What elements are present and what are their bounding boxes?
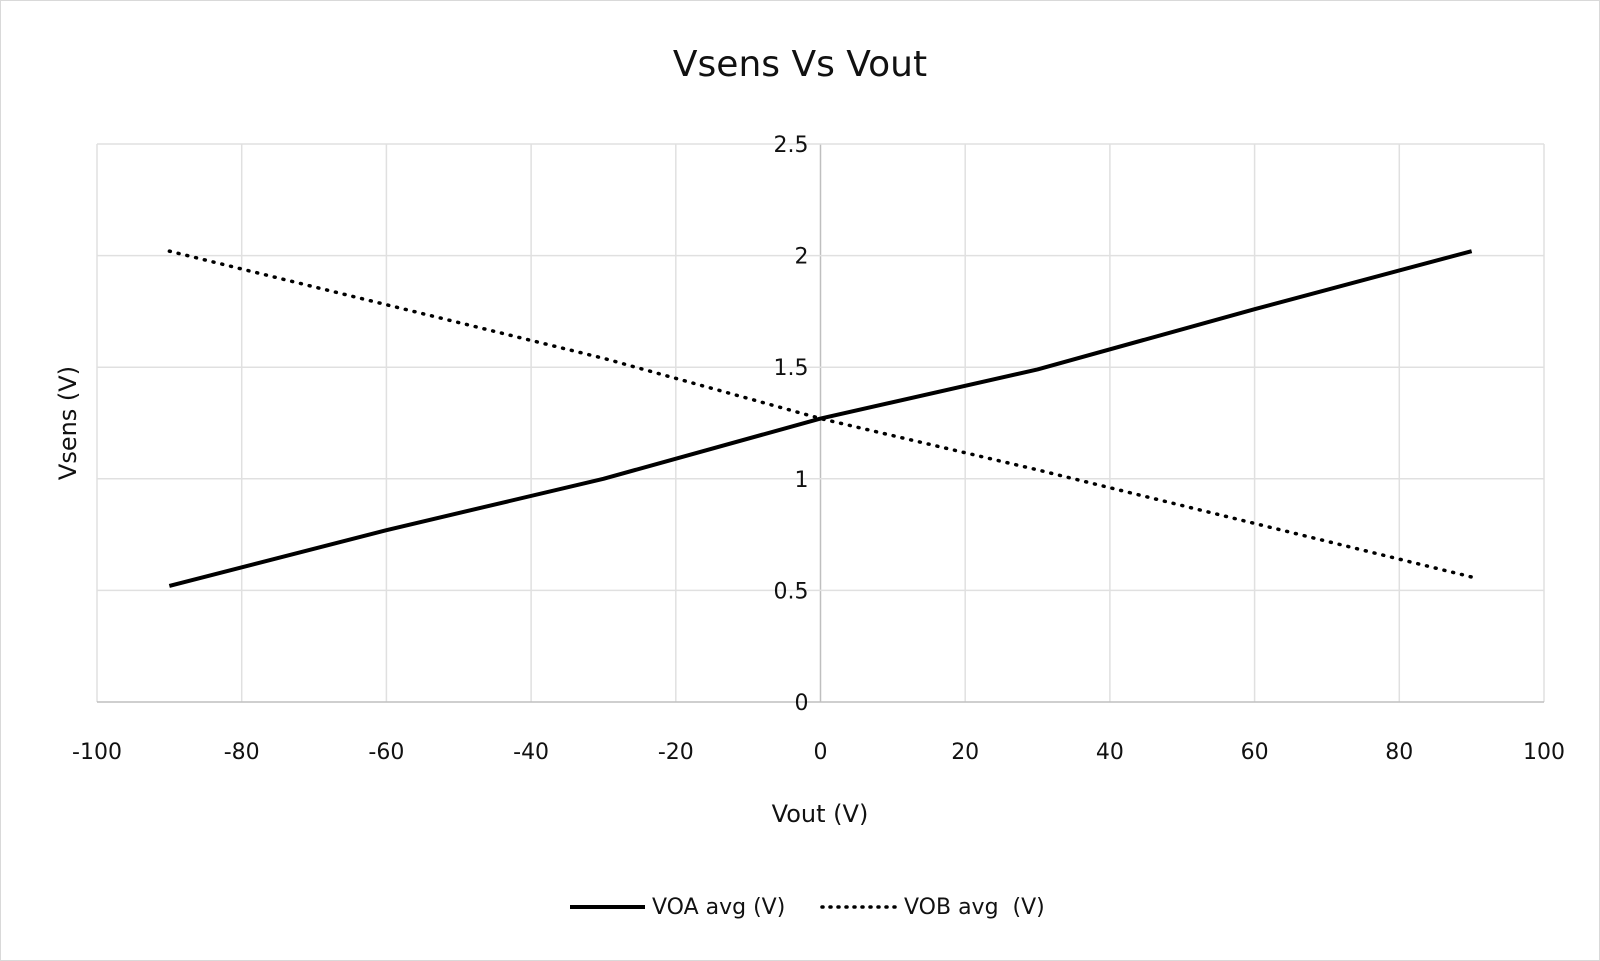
legend-label-vob: VOB avg (V) — [904, 895, 1045, 920]
chart-title: Vsens Vs Vout — [673, 44, 927, 85]
y-tick-label: 1.5 — [774, 356, 809, 381]
x-tick-label: -20 — [658, 740, 694, 765]
legend-label-voa: VOA avg (V) — [652, 895, 785, 920]
y-tick-label: 1 — [795, 468, 809, 493]
grid — [96, 143, 1545, 703]
x-tick-label: 100 — [1523, 740, 1565, 765]
x-tick-label: -60 — [368, 740, 404, 765]
x-tick-label: 0 — [814, 740, 828, 765]
tick-labels: -100 -80 -60 -40 -20 0 20 40 60 80 100 0 0.5 1 1.5 2 2.5 — [72, 133, 1565, 765]
y-tick-label: 2 — [795, 245, 809, 270]
series-line-voa — [168, 249, 1473, 588]
legend: VOA avg (V) VOB avg (V) — [570, 895, 1045, 920]
x-tick-label: -100 — [72, 740, 122, 765]
x-tick-label: -80 — [224, 740, 260, 765]
series-lines — [167, 249, 1474, 588]
x-tick-label: 40 — [1096, 740, 1124, 765]
x-tick-label: -40 — [513, 740, 549, 765]
x-axis-label: Vout (V) — [772, 800, 869, 828]
x-tick-label: 60 — [1241, 740, 1269, 765]
y-tick-label: 0 — [795, 691, 809, 716]
x-tick-label: 80 — [1385, 740, 1413, 765]
x-tick-label: 20 — [951, 740, 979, 765]
y-tick-label: 0.5 — [774, 579, 809, 604]
y-axis-label: Vsens (V) — [54, 366, 82, 480]
y-tick-label: 2.5 — [774, 133, 809, 158]
series-line-vob — [167, 249, 1474, 579]
